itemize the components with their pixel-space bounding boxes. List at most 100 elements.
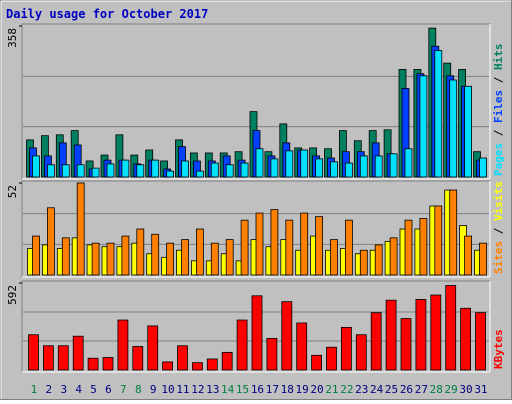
bar bbox=[43, 345, 54, 371]
bar bbox=[121, 235, 130, 276]
bar bbox=[162, 361, 174, 371]
bar bbox=[475, 312, 486, 371]
x-tick-label: 12 bbox=[191, 383, 204, 396]
bar bbox=[311, 354, 323, 371]
bar bbox=[449, 189, 458, 276]
bar bbox=[181, 160, 189, 178]
x-tick-label: 8 bbox=[135, 383, 142, 396]
legend-separator: / bbox=[492, 70, 505, 90]
x-tick-label: 13 bbox=[206, 383, 219, 396]
x-tick-label: 10 bbox=[161, 383, 174, 396]
x-tick-label: 3 bbox=[60, 383, 67, 396]
bar bbox=[330, 161, 338, 178]
bar bbox=[374, 244, 383, 276]
x-tick-label: 18 bbox=[281, 383, 294, 396]
bar bbox=[87, 357, 99, 371]
bar bbox=[374, 155, 383, 178]
bar bbox=[445, 285, 457, 371]
bar bbox=[266, 338, 278, 371]
x-tick-label: 17 bbox=[266, 383, 279, 396]
bar bbox=[76, 182, 85, 276]
bar bbox=[91, 167, 100, 178]
bar bbox=[315, 158, 324, 178]
bar bbox=[32, 235, 40, 276]
bar bbox=[47, 207, 55, 276]
x-tick-label: 7 bbox=[120, 383, 127, 396]
bar bbox=[270, 209, 279, 276]
x-tick-label: 5 bbox=[90, 383, 97, 396]
x-tick-label: 15 bbox=[236, 383, 249, 396]
x-tick-label: 4 bbox=[75, 383, 82, 396]
x-tick-label: 11 bbox=[176, 383, 189, 396]
bar bbox=[221, 351, 233, 371]
legend-entry: Pages bbox=[492, 143, 505, 176]
legend-separator: / bbox=[492, 123, 505, 143]
legend-entry: Hits bbox=[492, 44, 505, 71]
legend: Sites / Visits bbox=[492, 181, 505, 274]
bar bbox=[385, 299, 397, 371]
bar bbox=[166, 242, 175, 276]
bar bbox=[102, 357, 114, 371]
y-tick-label: 592 bbox=[6, 285, 19, 305]
bar bbox=[147, 325, 159, 371]
bar bbox=[359, 249, 368, 276]
bar bbox=[479, 157, 487, 178]
x-tick-label: 2 bbox=[46, 383, 53, 396]
x-tick-label: 19 bbox=[296, 383, 309, 396]
bar bbox=[236, 319, 248, 371]
legend-entry: Files bbox=[492, 90, 505, 123]
x-tick-label: 30 bbox=[459, 383, 472, 396]
bar bbox=[389, 237, 398, 276]
bar bbox=[404, 148, 413, 178]
bar bbox=[117, 319, 129, 371]
bar bbox=[281, 301, 293, 371]
bar bbox=[400, 318, 412, 371]
bar bbox=[225, 164, 234, 178]
x-tick-label: 24 bbox=[370, 383, 384, 396]
bar bbox=[210, 162, 219, 178]
x-tick-label: 6 bbox=[105, 383, 112, 396]
x-tick-label: 29 bbox=[445, 383, 458, 396]
bar bbox=[225, 239, 234, 276]
bar bbox=[255, 148, 264, 178]
bar bbox=[464, 85, 473, 178]
bar bbox=[355, 334, 367, 371]
bar bbox=[464, 235, 473, 276]
legend: KBytes bbox=[492, 329, 505, 369]
bar bbox=[300, 149, 309, 178]
bar bbox=[240, 162, 249, 178]
legend-separator: / bbox=[492, 221, 505, 241]
bar bbox=[32, 155, 40, 178]
bar bbox=[136, 164, 145, 178]
legend-entry: KBytes bbox=[492, 329, 505, 369]
bar bbox=[434, 205, 443, 276]
bar bbox=[285, 150, 294, 178]
bar bbox=[255, 212, 264, 276]
x-tick-label: 26 bbox=[400, 383, 413, 396]
x-tick-label: 23 bbox=[355, 383, 368, 396]
bar bbox=[449, 79, 458, 178]
bar bbox=[344, 162, 353, 178]
x-tick-label: 27 bbox=[415, 383, 428, 396]
bar bbox=[57, 345, 69, 371]
bar bbox=[315, 216, 324, 276]
bar bbox=[344, 219, 353, 276]
bar bbox=[106, 163, 115, 178]
chart-title: Daily usage for October 2017 bbox=[6, 7, 208, 21]
bar bbox=[47, 164, 55, 178]
bar bbox=[151, 159, 160, 178]
bar bbox=[434, 50, 443, 178]
bar bbox=[206, 358, 218, 371]
bar bbox=[106, 242, 115, 276]
bar bbox=[389, 153, 398, 178]
bar bbox=[61, 237, 70, 276]
bar bbox=[296, 322, 308, 371]
bar bbox=[240, 219, 249, 276]
bar bbox=[136, 228, 145, 276]
y-tick-label: 52 bbox=[6, 185, 19, 198]
bar bbox=[28, 334, 39, 371]
x-tick-label: 25 bbox=[385, 383, 398, 396]
x-tick-label: 20 bbox=[310, 383, 323, 396]
bar bbox=[177, 345, 188, 371]
bar bbox=[419, 217, 428, 276]
